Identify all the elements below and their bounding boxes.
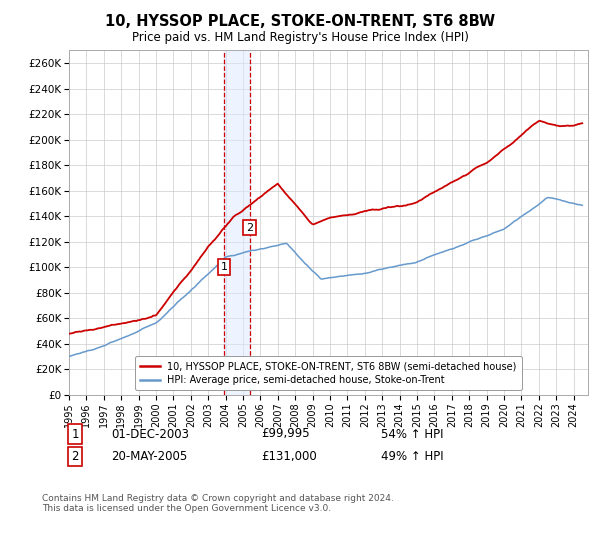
Text: 49% ↑ HPI: 49% ↑ HPI bbox=[381, 450, 443, 463]
Text: 01-DEC-2003: 01-DEC-2003 bbox=[111, 427, 189, 441]
Bar bbox=[224, 50, 250, 395]
Text: 2: 2 bbox=[71, 450, 79, 463]
Text: 54% ↑ HPI: 54% ↑ HPI bbox=[381, 427, 443, 441]
Legend: 10, HYSSOP PLACE, STOKE-ON-TRENT, ST6 8BW (semi-detached house), HPI: Average pr: 10, HYSSOP PLACE, STOKE-ON-TRENT, ST6 8B… bbox=[136, 356, 521, 390]
Text: Contains HM Land Registry data © Crown copyright and database right 2024.
This d: Contains HM Land Registry data © Crown c… bbox=[42, 494, 394, 514]
Text: 2: 2 bbox=[246, 223, 253, 233]
Text: Price paid vs. HM Land Registry's House Price Index (HPI): Price paid vs. HM Land Registry's House … bbox=[131, 31, 469, 44]
Text: £131,000: £131,000 bbox=[261, 450, 317, 463]
Text: 1: 1 bbox=[71, 427, 79, 441]
Text: £99,995: £99,995 bbox=[261, 427, 310, 441]
Text: 1: 1 bbox=[221, 262, 227, 272]
Text: 10, HYSSOP PLACE, STOKE-ON-TRENT, ST6 8BW: 10, HYSSOP PLACE, STOKE-ON-TRENT, ST6 8B… bbox=[105, 14, 495, 29]
Text: 20-MAY-2005: 20-MAY-2005 bbox=[111, 450, 187, 463]
